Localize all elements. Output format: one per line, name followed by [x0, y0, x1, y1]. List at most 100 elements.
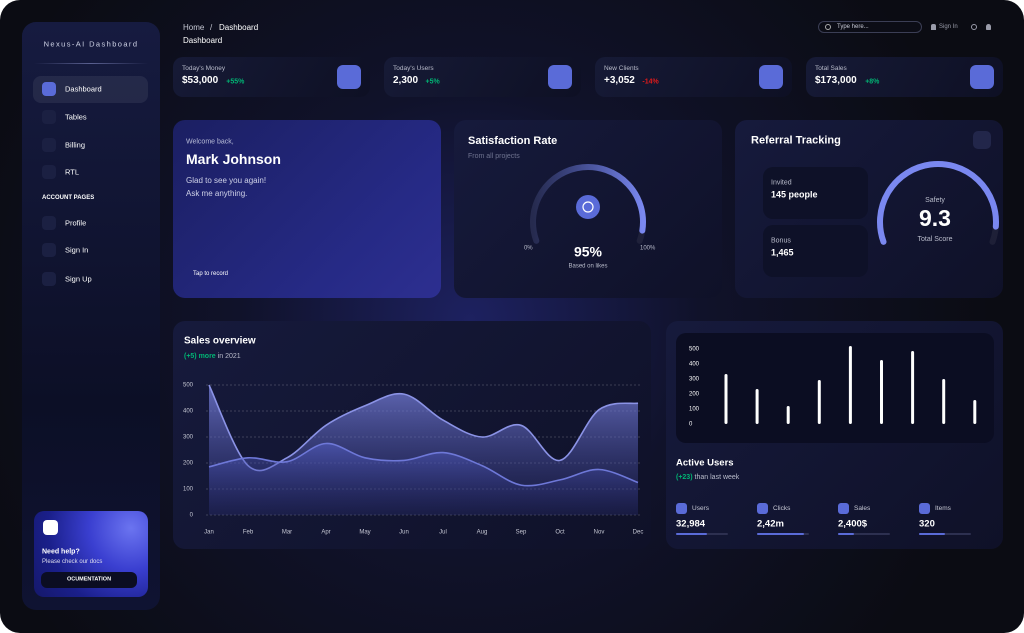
breadcrumb: Dashboard [219, 23, 259, 32]
settings-icon[interactable] [971, 24, 977, 30]
line [208, 442, 639, 487]
stat-label: Clicks [773, 504, 791, 512]
notifications-icon[interactable] [986, 24, 991, 30]
bar [911, 350, 915, 424]
stat-label: Users [692, 504, 709, 512]
gauge-value: 95% [574, 244, 603, 260]
help-button-label[interactable]: OCUMENTATION [66, 576, 112, 583]
subtitle-highlight: (+23) [676, 474, 693, 481]
more-button[interactable] [973, 131, 991, 149]
referral-item [763, 167, 868, 219]
gauge-value: 9.3 [919, 205, 951, 231]
stat-icon [838, 503, 849, 514]
x-tick-label: Dec [633, 530, 644, 536]
x-tick-label: Mar [282, 530, 292, 536]
stat-value: 2,42m [757, 518, 784, 530]
y-tick-label: 300 [689, 377, 700, 383]
stat-value: 2,400$ [838, 518, 868, 530]
stat-change: +5% [425, 78, 440, 85]
y-tick-label: 200 [183, 461, 194, 467]
stat-label: Sales [854, 504, 871, 512]
card-subtitle: in 2021 [218, 353, 241, 360]
stat-value: +3,052 [604, 75, 635, 86]
stat-change: -14% [642, 78, 659, 85]
card-subtitle: than last week [695, 474, 740, 481]
bar [942, 379, 946, 424]
breadcrumb: Home [183, 23, 205, 32]
search-box[interactable] [818, 21, 922, 33]
welcome-greeting: Welcome back, [186, 138, 234, 146]
nav-label: Sign In [65, 245, 89, 255]
nav-label: Billing [65, 140, 86, 150]
welcome-card [173, 120, 441, 298]
user-icon [931, 24, 936, 30]
y-tick-label: 400 [183, 409, 194, 415]
referral-item [763, 225, 868, 277]
help-title: Need help? [42, 548, 80, 556]
welcome-line: Glad to see you again! [186, 176, 267, 185]
progress-track [919, 533, 971, 535]
nav-label: Dashboard [65, 84, 102, 94]
card-title: Referral Tracking [751, 134, 841, 147]
stat-value: $173,000 [815, 75, 857, 86]
card-title: Active Users [676, 458, 734, 469]
y-tick-label: 0 [190, 513, 194, 519]
bar [880, 359, 883, 424]
stat-icon [676, 503, 687, 514]
nav-label: Tables [65, 112, 87, 122]
stat-value: 32,984 [676, 518, 706, 530]
progress-fill [919, 533, 945, 535]
bar [848, 346, 852, 424]
y-tick-label: 400 [689, 362, 700, 368]
sign-in[interactable]: Sign In [939, 24, 958, 30]
gauge-caption: Based on likes [568, 264, 607, 270]
gauge-icon-face [582, 201, 594, 213]
nav-icon [42, 272, 56, 286]
stat-icon [548, 65, 572, 89]
gauge-title: Safety [925, 197, 945, 204]
stat-icon [337, 65, 361, 89]
welcome-action[interactable]: Tap to record [193, 271, 229, 277]
stat-value: 320 [919, 518, 935, 530]
stat-label: Today's Users [393, 64, 434, 72]
referral-value: 145 people [771, 189, 818, 200]
gauge-icon [576, 195, 600, 219]
bar [817, 380, 821, 424]
help-button[interactable] [41, 572, 137, 588]
x-tick-label: Jul [439, 530, 447, 536]
divider [34, 63, 148, 64]
bar-panel [676, 333, 994, 443]
progress-fill [676, 533, 708, 535]
gauge-caption: Total Score [917, 236, 952, 243]
stat-label: New Clients [604, 64, 639, 72]
y-tick-label: 500 [183, 383, 194, 389]
y-tick-label: 500 [689, 347, 700, 353]
stat-change: +8% [865, 78, 880, 85]
nav-icon [42, 165, 56, 179]
x-tick-label: Jan [204, 530, 214, 536]
nav-label: Sign Up [65, 274, 92, 284]
card-title: Sales overview [184, 336, 256, 347]
stat-value: $53,000 [182, 75, 219, 86]
help-text: Please check our docs [42, 559, 103, 565]
nav-icon [42, 110, 56, 124]
gauge-arc [877, 161, 999, 245]
stat-icon [757, 503, 768, 514]
stat-label: Items [935, 504, 951, 512]
stat-label: Today's Money [182, 64, 226, 72]
y-tick-label: 200 [689, 392, 700, 398]
y-tick-label: 300 [183, 435, 194, 441]
help-icon [43, 520, 58, 535]
nav-icon [42, 216, 56, 230]
bar [755, 389, 759, 424]
progress-fill [757, 533, 804, 535]
referral-label: Invited [771, 179, 792, 187]
x-tick-label: Sep [516, 530, 527, 536]
nav-label: RTL [65, 167, 80, 177]
breadcrumb-sep: / [210, 23, 213, 32]
search-placeholder: Type here... [837, 24, 869, 30]
gauge-tick-label: 100% [640, 245, 656, 251]
stat-change: +55% [226, 78, 245, 85]
